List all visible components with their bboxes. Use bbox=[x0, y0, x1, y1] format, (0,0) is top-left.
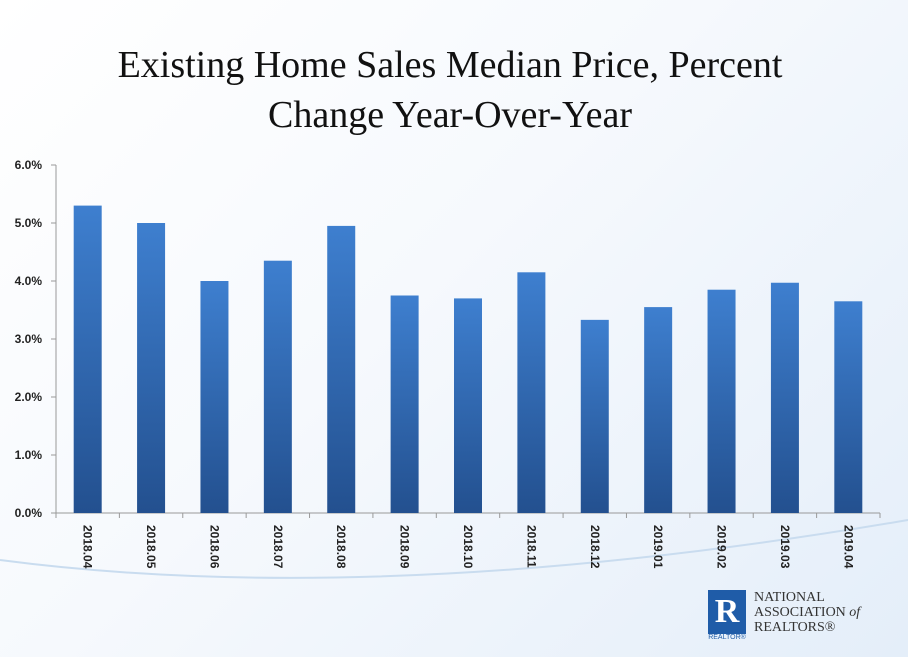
logo-realtor-text: REALTOR® bbox=[708, 634, 746, 641]
y-tick-label: 5.0% bbox=[15, 216, 43, 230]
y-tick-label: 4.0% bbox=[15, 274, 43, 288]
logo-line-2a: ASSOCIATION bbox=[754, 605, 846, 620]
bar-2018.05 bbox=[137, 223, 166, 513]
x-tick-label: 2018.06 bbox=[207, 525, 221, 569]
bar-2019.01 bbox=[644, 307, 673, 513]
y-tick-label: 1.0% bbox=[15, 448, 43, 462]
x-tick-label: 2018.05 bbox=[144, 525, 158, 569]
y-tick-label: 3.0% bbox=[15, 332, 43, 346]
bar-2018.08 bbox=[327, 225, 356, 513]
bar-2018.11 bbox=[517, 272, 546, 513]
x-tick-label: 2019.01 bbox=[651, 525, 665, 569]
x-tick-label: 2019.03 bbox=[778, 525, 792, 569]
bar-2018.04 bbox=[73, 205, 102, 513]
x-tick-label: 2018.08 bbox=[334, 525, 348, 569]
y-tick-label: 0.0% bbox=[15, 506, 43, 520]
logo-line-1: NATIONAL bbox=[754, 590, 825, 605]
y-axis: 0.0% 1.0% 2.0% 3.0% 4.0% 5.0% 6.0% bbox=[15, 158, 57, 520]
x-tick-label: 2019.04 bbox=[841, 525, 855, 569]
x-tick-label: 2018.07 bbox=[271, 525, 285, 569]
bar-2018.10 bbox=[454, 298, 482, 513]
background-swoosh bbox=[0, 519, 908, 579]
x-tick-label: 2018.11 bbox=[524, 525, 538, 568]
logo-line-3: REALTORS® bbox=[754, 620, 836, 635]
chart-title-line-2: Change Year-Over-Year bbox=[268, 94, 632, 136]
logo-line-2: ASSOCIATION of bbox=[754, 605, 898, 620]
x-tick-label: 2018.10 bbox=[461, 525, 475, 569]
x-axis: 2018.04 2018.05 2018.06 2018.07 2018.08 2018.… bbox=[55, 512, 881, 569]
logo-letter: R bbox=[714, 593, 740, 630]
bar-2018.12 bbox=[580, 319, 609, 513]
x-tick-label: 2018.04 bbox=[81, 525, 95, 569]
x-tick-label: 2018.09 bbox=[398, 525, 412, 569]
nar-logo: R REALTOR® NATIONAL ASSOCIATION of REALT… bbox=[708, 590, 898, 642]
bar-2018.07 bbox=[263, 260, 292, 513]
bar-2018.06 bbox=[200, 281, 229, 513]
chart-title-line-1: Existing Home Sales Median Price, Percen… bbox=[117, 44, 783, 86]
chart-title: Existing Home Sales Median Price, Percen… bbox=[0, 40, 900, 140]
y-tick-label: 2.0% bbox=[15, 390, 43, 404]
bar-2019.04 bbox=[834, 301, 863, 513]
x-tick-label: 2019.02 bbox=[715, 525, 729, 569]
bar-2019.02 bbox=[707, 289, 736, 513]
x-tick-label: 2018.12 bbox=[588, 525, 602, 569]
y-tick-label: 6.0% bbox=[15, 158, 43, 172]
logo-line-2b: of bbox=[849, 605, 861, 620]
logo-wordmark: NATIONAL ASSOCIATION of REALTORS® bbox=[754, 590, 898, 635]
realtor-r-logo-icon bbox=[708, 590, 746, 634]
bar-2018.09 bbox=[390, 295, 419, 513]
bar-2019.03 bbox=[770, 282, 799, 513]
bars bbox=[73, 205, 863, 513]
